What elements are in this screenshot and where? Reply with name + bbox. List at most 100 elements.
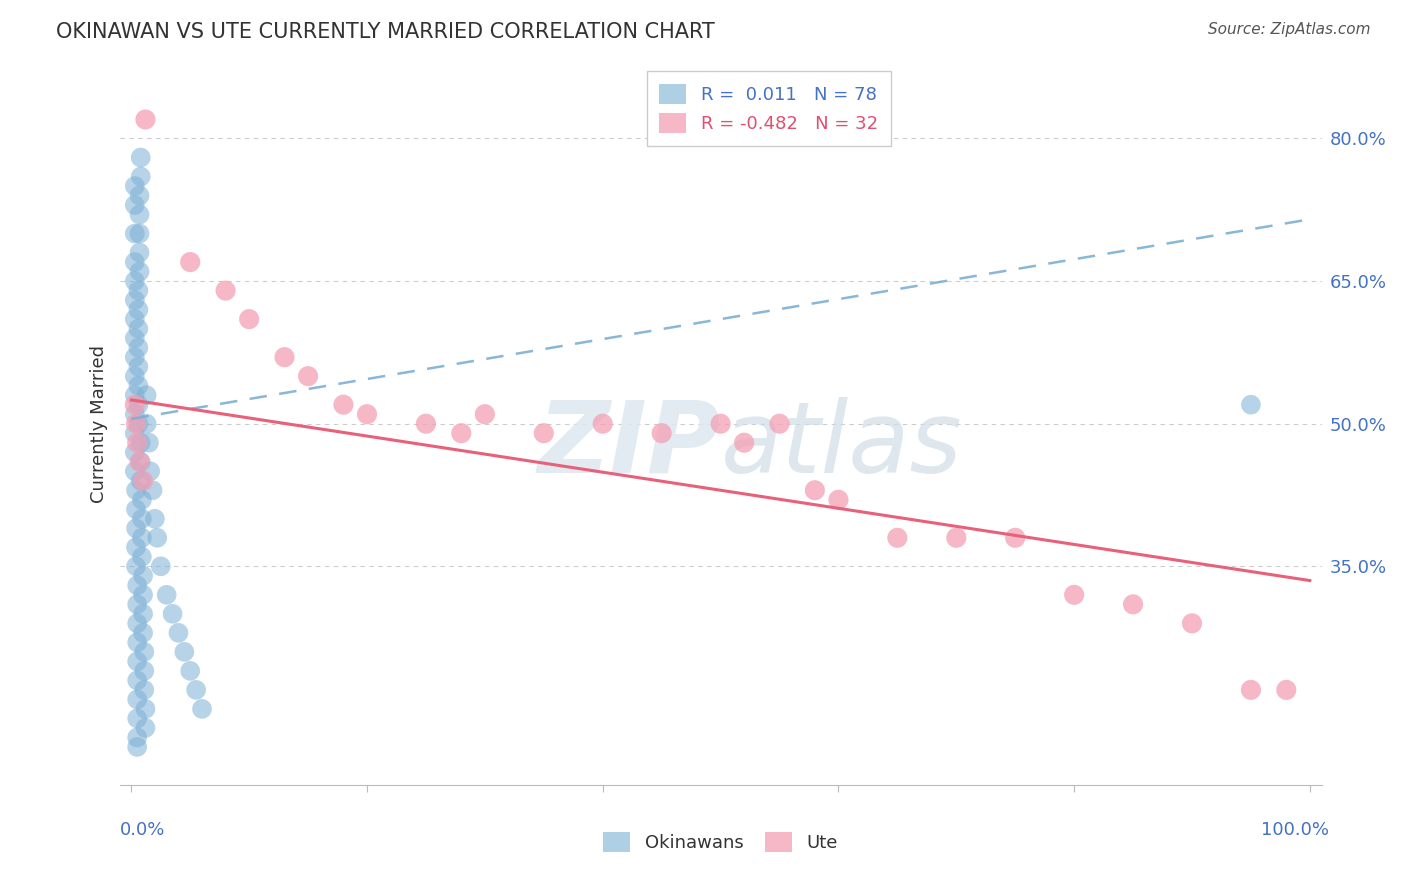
Point [125,521,148,535]
Point [127,398,149,412]
Point [592,417,614,431]
Point [124,426,146,441]
Point [134,682,156,697]
Point [124,350,146,364]
Point [132,588,155,602]
Point [128,264,150,278]
Point [128,245,150,260]
Point [238,312,260,326]
Point [127,673,149,688]
Point [134,112,156,127]
Point [134,702,156,716]
Point [128,227,150,241]
Point [134,721,156,735]
Point [125,483,148,498]
Point [124,179,146,194]
Point [1275,682,1298,697]
Point [1181,616,1204,631]
Point [184,682,207,697]
Point [533,426,555,441]
Point [125,417,148,431]
Point [124,445,146,459]
Point [124,369,146,384]
Point [127,359,149,374]
Point [332,398,354,412]
Point [131,492,153,507]
Point [124,407,146,421]
Point [768,417,790,431]
Point [297,369,319,384]
Point [124,398,146,412]
Text: atlas: atlas [720,397,962,494]
Point [127,711,149,725]
Point [125,502,148,516]
Point [127,598,149,612]
Point [134,664,156,678]
Point [273,350,295,364]
Point [127,731,149,745]
Point [132,607,155,621]
Point [124,198,146,212]
Text: 0.0%: 0.0% [120,821,165,838]
Point [1240,682,1263,697]
Text: Source: ZipAtlas.com: Source: ZipAtlas.com [1208,22,1371,37]
Point [415,417,437,431]
Point [132,474,155,488]
Text: OKINAWAN VS UTE CURRENTLY MARRIED CORRELATION CHART: OKINAWAN VS UTE CURRENTLY MARRIED CORREL… [56,22,716,42]
Point [214,284,236,298]
Point [886,531,908,545]
Point [127,578,149,592]
Point [162,607,184,621]
Point [179,664,201,678]
Point [1004,531,1026,545]
Point [131,531,153,545]
Point [132,625,155,640]
Point [127,302,149,317]
Point [127,417,149,431]
Text: ZIP: ZIP [537,397,720,494]
Point [128,188,150,202]
Point [127,435,149,450]
Point [804,483,827,498]
Point [167,625,190,640]
Legend: Okinawans, Ute: Okinawans, Ute [596,825,845,859]
Point [138,435,160,450]
Point [146,531,169,545]
Text: 100.0%: 100.0% [1261,821,1329,838]
Point [733,435,755,450]
Point [125,541,148,555]
Point [131,512,153,526]
Point [191,702,214,716]
Point [651,426,673,441]
Point [127,739,149,754]
Point [127,284,149,298]
Point [173,645,195,659]
Point [124,227,146,241]
Point [143,512,166,526]
Point [132,569,155,583]
Point [127,654,149,668]
Point [129,474,152,488]
Point [139,464,162,478]
Point [945,531,967,545]
Point [127,616,149,631]
Point [129,455,152,469]
Point [124,274,146,288]
Point [124,388,146,402]
Point [141,483,163,498]
Point [135,388,157,402]
Point [128,208,150,222]
Point [131,549,153,564]
Point [124,464,146,478]
Point [710,417,733,431]
Point [124,255,146,269]
Point [827,492,849,507]
Point [127,321,149,335]
Point [129,169,152,184]
Point [135,417,157,431]
Point [129,435,152,450]
Point [124,331,146,345]
Point [134,645,156,659]
Point [179,255,201,269]
Point [124,312,146,326]
